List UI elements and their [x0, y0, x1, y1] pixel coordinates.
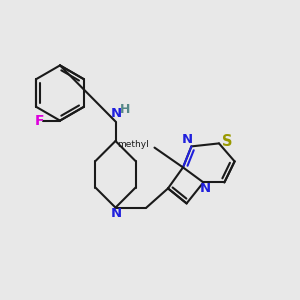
Text: S: S [222, 134, 233, 148]
Text: N: N [111, 106, 122, 120]
Text: N: N [199, 182, 211, 196]
Text: H: H [120, 103, 130, 116]
Text: N: N [110, 207, 122, 220]
Text: N: N [182, 133, 194, 146]
Text: methyl: methyl [117, 140, 149, 149]
Text: F: F [34, 114, 44, 128]
